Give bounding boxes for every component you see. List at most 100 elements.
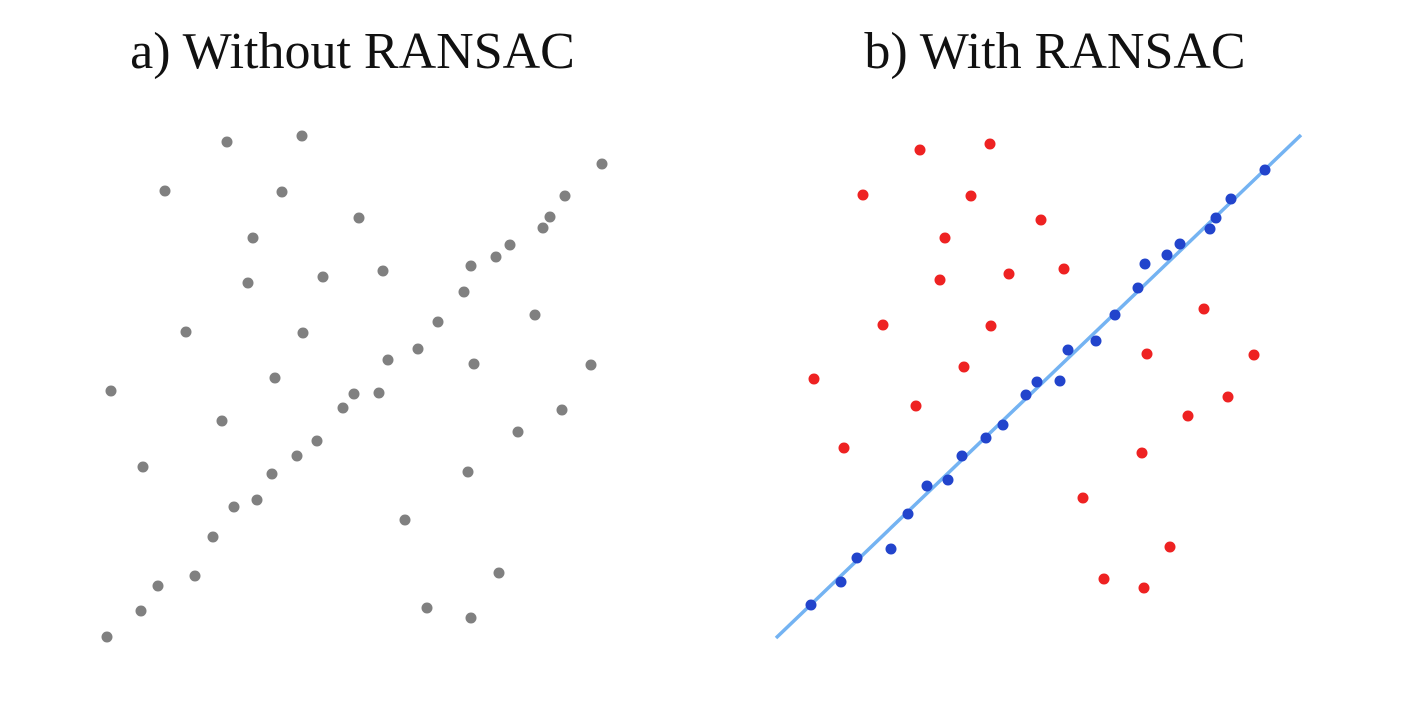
panel-a-point: [596, 158, 608, 170]
inlier-point: [1210, 212, 1222, 224]
outlier-point: [958, 361, 970, 373]
panel-a-point: [559, 190, 571, 202]
panel-a-point: [585, 359, 597, 371]
outlier-point: [985, 320, 997, 332]
panel-a-point: [468, 358, 480, 370]
outlier-point: [984, 138, 996, 150]
inlier-point: [1031, 376, 1043, 388]
panel-a-point: [221, 136, 233, 148]
panel-a-point: [529, 309, 541, 321]
inlier-point: [921, 480, 933, 492]
outlier-point: [1164, 541, 1176, 553]
panel-a-point: [291, 450, 303, 462]
outlier-point: [1058, 263, 1070, 275]
inlier-point: [835, 576, 847, 588]
panel-a-point: [373, 387, 385, 399]
panel-a-title: a) Without RANSAC: [130, 23, 575, 80]
panel-a-point: [348, 388, 360, 400]
inlier-point: [942, 474, 954, 486]
inlier-point: [1259, 164, 1271, 176]
panel-a-point: [269, 372, 281, 384]
panel-a-point: [135, 605, 147, 617]
outlier-point: [1138, 582, 1150, 594]
panel-a-point: [544, 211, 556, 223]
outlier-point: [1077, 492, 1089, 504]
outlier-point: [808, 373, 820, 385]
panel-a-point: [412, 343, 424, 355]
panel-a-point: [159, 185, 171, 197]
panel-a-point: [276, 186, 288, 198]
inlier-point: [902, 508, 914, 520]
panel-a-point: [465, 612, 477, 624]
panel-a-point: [462, 466, 474, 478]
panel-a-point: [101, 631, 113, 643]
inlier-point: [1139, 258, 1151, 270]
outlier-point: [838, 442, 850, 454]
panel-a-point: [137, 461, 149, 473]
panel-a-point: [207, 531, 219, 543]
outlier-point: [939, 232, 951, 244]
inlier-point: [851, 552, 863, 564]
outlier-point: [1136, 447, 1148, 459]
panel-a-point: [399, 514, 411, 526]
panel-a-point: [311, 435, 323, 447]
panel-a-point: [180, 326, 192, 338]
inlier-point: [997, 419, 1009, 431]
panel-a-point: [421, 602, 433, 614]
panel-a-point: [105, 385, 117, 397]
outlier-point: [1098, 573, 1110, 585]
inlier-point: [956, 450, 968, 462]
outlier-point: [877, 319, 889, 331]
outlier-point: [1248, 349, 1260, 361]
inlier-point: [1062, 344, 1074, 356]
outlier-point: [1141, 348, 1153, 360]
panel-a-point: [490, 251, 502, 263]
outlier-point: [1198, 303, 1210, 315]
panel-a-point: [337, 402, 349, 414]
inlier-point: [1090, 335, 1102, 347]
panel-a-point: [297, 327, 309, 339]
inlier-point: [1225, 193, 1237, 205]
panel-a-point: [152, 580, 164, 592]
panel-a-point: [382, 354, 394, 366]
panel-a-point: [377, 265, 389, 277]
panel-a-point: [317, 271, 329, 283]
panel-a-point: [504, 239, 516, 251]
inlier-point: [1109, 309, 1121, 321]
panel-b-points: [805, 138, 1271, 611]
panel-a-point: [556, 404, 568, 416]
outlier-point: [1035, 214, 1047, 226]
panel-a-point: [296, 130, 308, 142]
panel-a-point: [353, 212, 365, 224]
panel-a-point: [266, 468, 278, 480]
panel-a-point: [189, 570, 201, 582]
outlier-point: [934, 274, 946, 286]
outlier-point: [857, 189, 869, 201]
panel-b-title: b) With RANSAC: [864, 23, 1246, 80]
outlier-point: [965, 190, 977, 202]
outlier-point: [1222, 391, 1234, 403]
outlier-point: [910, 400, 922, 412]
inlier-point: [1174, 238, 1186, 250]
panel-a-point: [247, 232, 259, 244]
outlier-point: [914, 144, 926, 156]
inlier-point: [1020, 389, 1032, 401]
panel-a-point: [458, 286, 470, 298]
panel-a-point: [493, 567, 505, 579]
inlier-point: [1204, 223, 1216, 235]
panel-a-point: [228, 501, 240, 513]
inlier-point: [805, 599, 817, 611]
outlier-point: [1003, 268, 1015, 280]
inlier-point: [1054, 375, 1066, 387]
inlier-point: [1161, 249, 1173, 261]
inlier-point: [980, 432, 992, 444]
panel-a-points: [101, 130, 608, 643]
panel-a-point: [465, 260, 477, 272]
panel-a-point: [537, 222, 549, 234]
inlier-point: [885, 543, 897, 555]
panel-a-point: [432, 316, 444, 328]
panel-a-point: [242, 277, 254, 289]
outlier-point: [1182, 410, 1194, 422]
